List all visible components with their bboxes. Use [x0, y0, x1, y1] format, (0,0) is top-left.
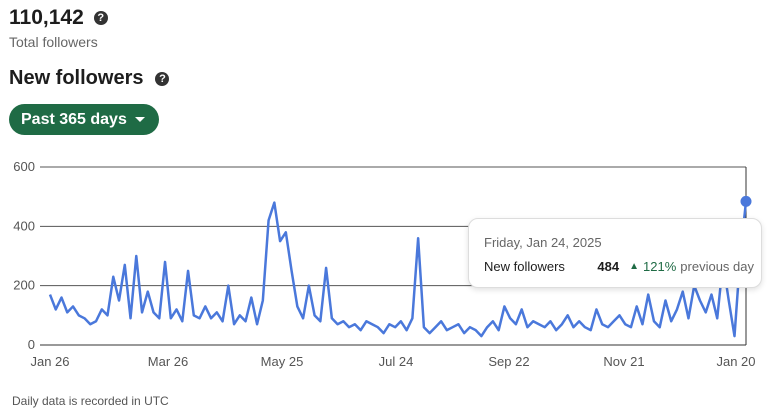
question-circle-icon[interactable]: ?	[93, 11, 108, 25]
y-tick-label: 0	[28, 337, 35, 352]
new-followers-chart: 0 200 400 600 Jan 26 Mar 26 May 25 Jul 24 Sep 22…	[13, 159, 755, 369]
hover-point	[740, 195, 752, 207]
x-tick-label: Jan 20	[716, 354, 755, 369]
x-tick-label: Jan 26	[30, 354, 69, 369]
footer-note: Daily data is recorded in UTC	[12, 394, 169, 408]
tooltip-change: 121%	[643, 259, 677, 274]
x-tick-label: May 25	[261, 354, 304, 369]
y-tick-label: 600	[13, 159, 35, 174]
tooltip-date: Friday, Jan 24, 2025	[484, 235, 602, 250]
total-followers-value: 110,142	[9, 6, 84, 29]
section-title: New followers?	[9, 67, 170, 90]
x-tick-label: Sep 22	[488, 354, 529, 369]
question-circle-icon[interactable]: ?	[155, 71, 170, 86]
tooltip-change-suffix: previous day	[680, 259, 754, 274]
y-tick-label: 400	[13, 218, 35, 233]
total-followers: 110,142?	[9, 6, 108, 30]
x-tick-label: Jul 24	[379, 354, 414, 369]
date-range-dropdown[interactable]: Past 365 days	[9, 104, 159, 135]
x-tick-label: Nov 21	[603, 354, 644, 369]
x-tick-label: Mar 26	[148, 354, 188, 369]
triangle-up-icon: ▲	[629, 261, 640, 272]
total-followers-label: Total followers	[9, 34, 98, 50]
caret-down-icon	[134, 117, 145, 122]
series-line	[48, 201, 748, 338]
section-title-text: New followers	[9, 67, 144, 89]
chart-tooltip: Friday, Jan 24, 2025 New followers 484 ▲ 12…	[468, 218, 762, 288]
tooltip-metric: New followers	[484, 259, 565, 274]
date-range-label: Past 365 days	[21, 110, 127, 128]
tooltip-value: 484	[597, 259, 620, 274]
y-tick-label: 200	[13, 278, 35, 293]
